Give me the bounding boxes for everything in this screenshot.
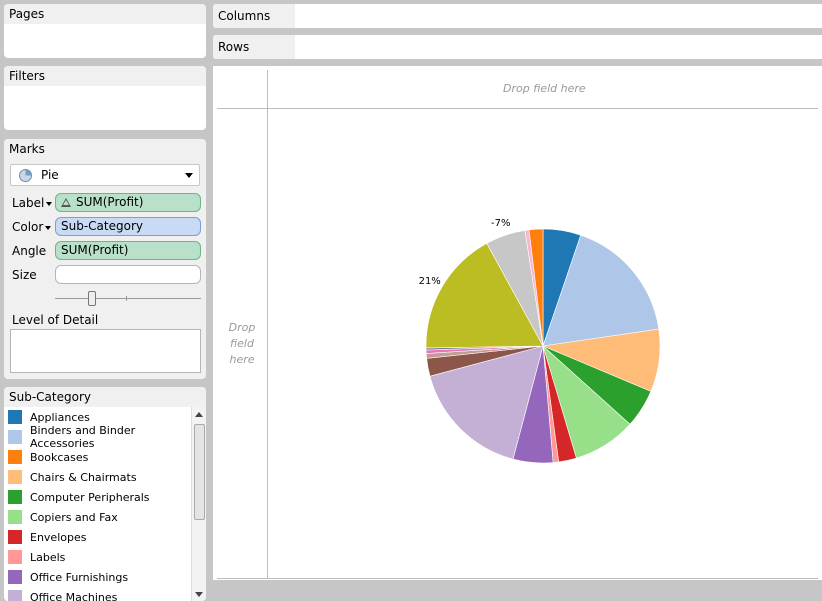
pie-slice[interactable] — [528, 228, 544, 347]
pie-data-label: 21% — [419, 276, 441, 287]
chevron-down-icon — [45, 225, 52, 230]
size-slider-track[interactable] — [55, 298, 201, 299]
row-header-divider — [267, 70, 268, 578]
legend-list: Appliances Binders and Binder Accessories… — [4, 407, 190, 601]
legend-item-label: Copiers and Fax — [30, 510, 118, 524]
chevron-down-icon — [46, 201, 53, 206]
legend-item[interactable]: Labels — [4, 547, 190, 567]
legend-swatch — [8, 570, 22, 584]
filters-title: Filters — [4, 66, 206, 86]
size-slider-tick — [126, 296, 127, 301]
pages-title: Pages — [4, 4, 206, 24]
legend-swatch — [8, 510, 22, 524]
legend-swatch — [8, 490, 22, 504]
legend-swatch — [8, 470, 22, 484]
legend-swatch — [8, 550, 22, 564]
marks-title: Marks — [4, 139, 206, 159]
color-shelf-button[interactable]: Color — [12, 220, 52, 234]
legend-item-label: Chairs & Chairmats — [30, 470, 137, 484]
legend-swatch — [8, 450, 22, 464]
size-slider-thumb[interactable] — [88, 291, 96, 306]
scroll-down-icon[interactable] — [195, 592, 203, 597]
label-shelf-button[interactable]: Label — [12, 196, 53, 210]
legend-item[interactable]: Copiers and Fax — [4, 507, 190, 527]
drop-row-line-3: here — [229, 353, 255, 366]
pie-chart: -7% 21% — [419, 218, 661, 464]
level-of-detail-drop-target[interactable] — [10, 329, 201, 373]
legend-item[interactable]: Bookcases — [4, 447, 190, 467]
pie-data-label: -7% — [491, 218, 510, 229]
legend-scrollbar[interactable] — [191, 407, 206, 601]
pie-slice[interactable] — [425, 242, 544, 349]
color-legend-card: Sub-Category Appliances Binders and Binde… — [4, 387, 206, 601]
angle-shelf: Angle SUM(Profit) — [4, 241, 206, 261]
legend-swatch — [8, 530, 22, 544]
legend-swatch — [8, 430, 22, 444]
triangle-icon — [61, 198, 71, 207]
mark-type-dropdown[interactable]: Pie — [10, 164, 200, 186]
legend-item-label: Labels — [30, 550, 66, 564]
drop-row-line-1: Drop — [228, 321, 256, 334]
legend-item-label: Envelopes — [30, 530, 87, 544]
chevron-down-icon[interactable] — [185, 173, 193, 178]
pie-slice[interactable] — [542, 234, 660, 347]
columns-shelf-label: Columns — [213, 4, 295, 28]
legend-item[interactable]: Office Machines — [4, 587, 190, 601]
legend-item-label: Appliances — [30, 410, 90, 424]
legend-item[interactable]: Computer Peripherals — [4, 487, 190, 507]
legend-title: Sub-Category — [4, 387, 206, 407]
viz-canvas[interactable]: Drop field here Drop field here -7% 21% — [213, 66, 822, 580]
legend-item-label: Computer Peripherals — [30, 490, 150, 504]
mark-type-label: Pie — [41, 168, 59, 182]
columns-shelf[interactable]: Columns — [213, 4, 822, 28]
viz-bottom-border — [217, 578, 818, 579]
angle-shelf-label: Angle — [12, 244, 47, 258]
drop-field-column-hint[interactable]: Drop field here — [503, 82, 586, 95]
label-pill[interactable]: SUM(Profit) — [55, 193, 201, 212]
legend-item[interactable]: Binders and Binder Accessories — [4, 424, 190, 450]
legend-item[interactable]: Office Furnishings — [4, 567, 190, 587]
angle-pill[interactable]: SUM(Profit) — [55, 241, 201, 260]
label-pill-text: SUM(Profit) — [76, 195, 144, 209]
rows-shelf[interactable]: Rows — [213, 35, 822, 59]
marks-card: Marks Pie Label SUM(Profit) Color Sub-Ca… — [4, 139, 206, 379]
legend-item-label: Bookcases — [30, 450, 89, 464]
column-header-divider — [217, 108, 818, 109]
label-shelf: Label SUM(Profit) — [4, 193, 206, 213]
legend-item[interactable]: Chairs & Chairmats — [4, 467, 190, 487]
legend-item[interactable]: Appliances — [4, 407, 190, 427]
legend-item[interactable]: Envelopes — [4, 527, 190, 547]
scrollbar-thumb[interactable] — [194, 424, 205, 520]
color-shelf-text: Color — [12, 220, 44, 234]
size-pill-drop-target[interactable] — [55, 265, 201, 284]
drop-field-row-hint[interactable]: Drop field here — [227, 320, 257, 368]
filters-card: Filters — [4, 66, 206, 130]
pages-card: Pages — [4, 4, 206, 58]
scroll-up-icon[interactable] — [195, 412, 203, 417]
size-shelf: Size — [4, 265, 206, 285]
legend-item-label: Office Machines — [30, 590, 118, 601]
legend-swatch — [8, 590, 22, 601]
label-shelf-text: Label — [12, 196, 45, 210]
drop-row-line-2: field — [230, 337, 254, 350]
legend-swatch — [8, 410, 22, 424]
color-shelf: Color Sub-Category — [4, 217, 206, 237]
pie-icon — [19, 169, 32, 182]
legend-item-label: Office Furnishings — [30, 570, 129, 584]
size-shelf-label: Size — [12, 268, 37, 282]
color-pill[interactable]: Sub-Category — [55, 217, 201, 236]
rows-shelf-label: Rows — [213, 35, 295, 59]
legend-item-label: Binders and Binder Accessories — [30, 424, 136, 450]
pie-slice[interactable] — [429, 345, 544, 460]
level-of-detail-label: Level of Detail — [12, 313, 99, 327]
